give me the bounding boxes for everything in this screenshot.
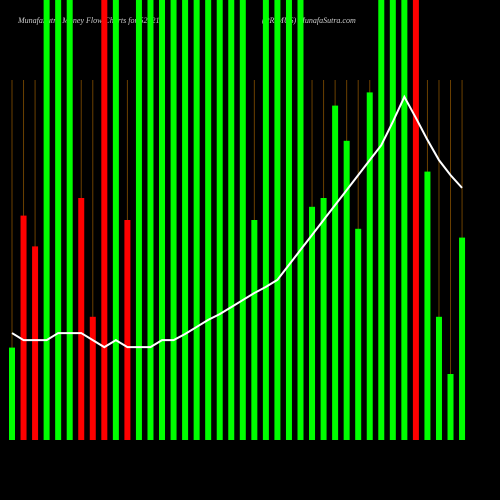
bar bbox=[20, 215, 27, 440]
bar bbox=[389, 0, 396, 440]
bar bbox=[135, 0, 142, 440]
bar bbox=[378, 0, 385, 440]
bar bbox=[309, 206, 316, 440]
bar bbox=[193, 0, 200, 440]
bar bbox=[412, 0, 419, 440]
bar bbox=[228, 0, 235, 440]
bar bbox=[274, 0, 281, 440]
bar bbox=[43, 0, 50, 440]
bar bbox=[124, 220, 131, 440]
bar bbox=[435, 316, 442, 440]
bar bbox=[205, 0, 212, 440]
bar bbox=[32, 246, 39, 440]
bar bbox=[297, 0, 304, 440]
bar bbox=[459, 237, 466, 440]
bar bbox=[355, 228, 362, 440]
bar bbox=[343, 140, 350, 441]
chart-subtitle: (PRIMUS) MunafaSutra.com bbox=[262, 16, 356, 25]
bar bbox=[216, 0, 223, 440]
bar bbox=[320, 198, 327, 440]
bar bbox=[401, 0, 408, 440]
bar bbox=[239, 0, 246, 440]
bar bbox=[424, 171, 431, 440]
bar bbox=[447, 374, 454, 440]
bar bbox=[66, 0, 73, 440]
bar bbox=[101, 0, 108, 440]
bar bbox=[262, 0, 269, 440]
bar bbox=[9, 347, 15, 440]
bar bbox=[78, 198, 85, 440]
bar bbox=[182, 0, 189, 440]
flow-line bbox=[11, 94, 463, 349]
bar bbox=[112, 0, 119, 440]
bar bbox=[55, 0, 62, 440]
chart-title: MunafaSutra Money Flow Charts for 524217 bbox=[17, 16, 165, 25]
bar bbox=[366, 92, 373, 441]
bar bbox=[332, 105, 339, 440]
bar bbox=[159, 0, 166, 440]
bar bbox=[89, 316, 96, 440]
bar bbox=[147, 0, 154, 440]
bar bbox=[170, 0, 177, 440]
bar bbox=[285, 0, 292, 440]
bar bbox=[251, 220, 258, 440]
